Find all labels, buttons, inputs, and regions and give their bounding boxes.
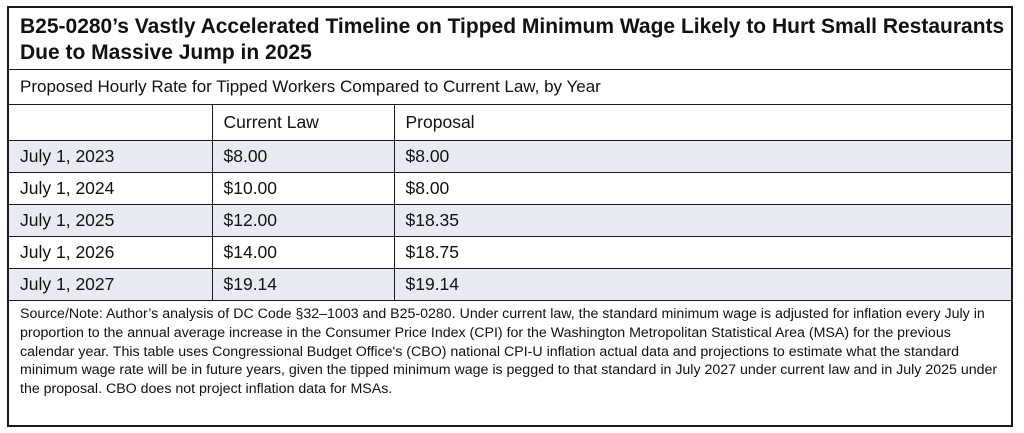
proposal-cell: $18.75 <box>394 236 1011 269</box>
header-row: Current Law Proposal <box>9 105 1011 141</box>
date-cell: July 1, 2025 <box>9 204 213 237</box>
header-cell-date <box>9 105 213 141</box>
current-law-cell: $19.14 <box>212 268 395 301</box>
date-cell: July 1, 2024 <box>9 172 213 205</box>
table-row: July 1, 2024 $10.00 $8.00 <box>9 172 1011 205</box>
proposal-cell: $8.00 <box>394 140 1011 173</box>
proposal-cell: $19.14 <box>394 268 1011 301</box>
proposal-cell: $8.00 <box>394 172 1011 205</box>
table-row: July 1, 2025 $12.00 $18.35 <box>9 204 1011 237</box>
wage-comparison-table: Current Law Proposal July 1, 2023 $8.00 … <box>9 105 1011 301</box>
table-row: July 1, 2026 $14.00 $18.75 <box>9 236 1011 269</box>
wage-table-container: B25-0280’s Vastly Accelerated Timeline o… <box>7 6 1013 427</box>
source-note: Source/Note: Author’s analysis of DC Cod… <box>20 306 998 398</box>
table-row: July 1, 2027 $19.14 $19.14 <box>9 268 1011 301</box>
table-row: July 1, 2023 $8.00 $8.00 <box>9 140 1011 173</box>
date-cell: July 1, 2023 <box>9 140 213 173</box>
current-law-cell: $10.00 <box>212 172 395 205</box>
table-title: B25-0280’s Vastly Accelerated Timeline o… <box>9 8 1011 70</box>
current-law-cell: $12.00 <box>212 204 395 237</box>
date-cell: July 1, 2027 <box>9 268 213 301</box>
date-cell: July 1, 2026 <box>9 236 213 269</box>
header-cell-current-law: Current Law <box>212 105 395 141</box>
current-law-cell: $14.00 <box>212 236 395 269</box>
header-cell-proposal: Proposal <box>394 105 1011 141</box>
table-subtitle: Proposed Hourly Rate for Tipped Workers … <box>9 70 1011 105</box>
current-law-cell: $8.00 <box>212 140 395 173</box>
proposal-cell: $18.35 <box>394 204 1011 237</box>
